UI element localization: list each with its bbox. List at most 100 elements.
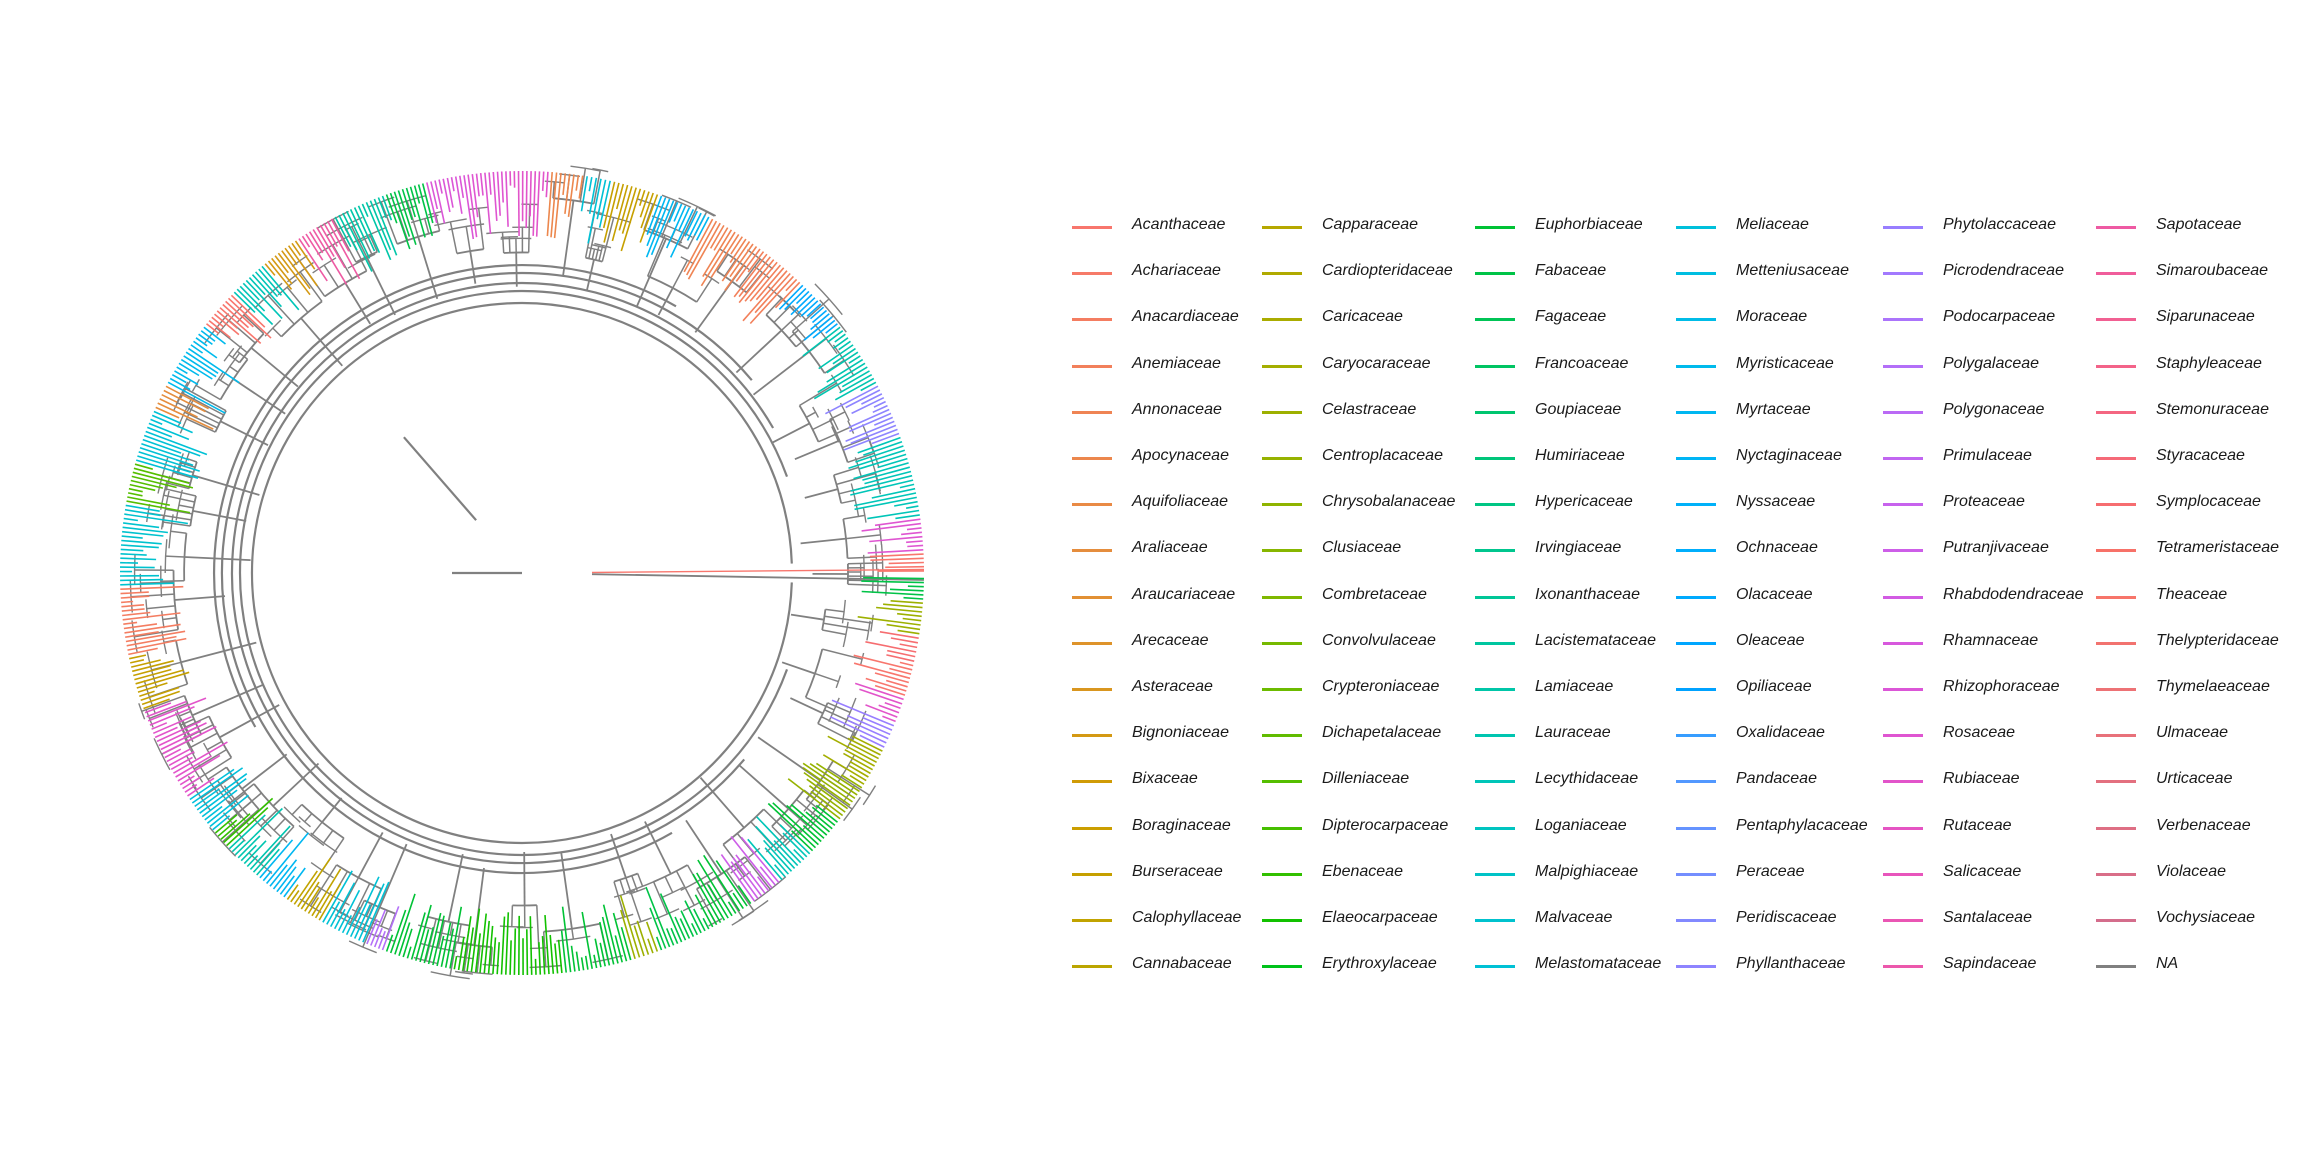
legend-item: Francoaceae [1475,346,1695,392]
tree-branch [587,226,604,231]
tree-branch [810,790,844,817]
tree-branch [601,916,615,965]
legend-item: Rhamnaceae [1883,623,2103,669]
legend-item: Oleaceae [1676,623,1896,669]
legend-item: Bignoniaceae [1072,715,1292,761]
tree-branch [684,210,699,237]
legend-label: Arecaceae [1132,631,1209,649]
tree-branch [848,449,906,469]
tree-branch [549,934,555,974]
tree-branch [710,233,740,278]
tree-branch [394,893,416,955]
tree-branch [220,420,269,447]
tree-branch [571,928,575,940]
tree-branch [827,330,844,343]
tree-branch [127,637,187,651]
legend-item: Hypericaceae [1475,484,1695,530]
tree-branch [162,725,217,755]
tree-branch [450,177,455,192]
tree-branch [685,220,718,276]
tree-branch [786,804,825,839]
tree-branch [678,207,691,232]
tree-branch [848,355,861,364]
tree-branch [799,382,837,407]
tree-branch [136,671,190,689]
tree-branch [861,393,883,405]
tree-branch [168,750,195,767]
tree-branch [845,389,881,409]
tree-branch [845,420,895,443]
tree-branch [344,282,371,325]
tree-branch [535,171,541,237]
tree-branch [612,912,628,962]
legend-label: Caricaceae [1322,308,1403,326]
legend-label: Meliaceae [1736,216,1809,233]
tree-branch [735,248,761,282]
legend-label: Rosaceae [1943,724,2016,742]
tree-branch [212,263,677,728]
tree-branch [733,253,768,298]
legend-label: NA [2156,955,2179,973]
tree-branch [138,451,200,472]
tree-branch [619,879,626,895]
legend-key-line [1676,364,1716,368]
tree-branch [871,559,874,593]
tree-branch [147,697,207,722]
tree-branch [824,615,873,624]
tree-branch [854,682,904,701]
tree-branch [222,303,250,329]
tree-branch [647,234,666,277]
tree-branch [715,876,744,919]
tree-branch [264,263,276,276]
tree-branch [365,903,373,917]
tree-branch [826,358,864,383]
legend-key-line [2096,318,2136,322]
tree-branch [817,783,853,810]
tree-branch [839,402,850,421]
legend-key-line [2096,826,2136,830]
legend-label: Symplocaceae [2156,493,2261,511]
legend-label: Staphyleaceae [2156,354,2262,372]
tree-branch [175,381,189,405]
tree-branch [233,291,256,313]
tree-branch [629,887,646,895]
legend-item: Fagaceae [1475,299,1695,345]
tree-branch [484,172,492,234]
tree-branch [853,462,909,480]
tree-branch [201,789,238,818]
tree-branch [421,183,434,224]
tree-branch [755,267,785,301]
legend-item: Achariaceae [1072,253,1292,299]
tree-branch [529,171,532,217]
tree-branch [130,659,145,664]
tree-branch [598,180,611,228]
legend-label: Calophyllaceae [1132,909,1242,926]
tree-branch [165,555,185,558]
legend-item: Caricaceae [1262,299,1482,345]
tree-branch [833,466,859,476]
tree-branch [487,925,494,974]
tree-branch [802,766,853,803]
tree-branch [137,455,191,473]
tree-branch [314,890,333,919]
legend-label: Lamiaceae [1535,678,1614,695]
tree-branch [817,722,852,742]
tree-branch [301,235,311,248]
legend-key-line [1676,549,1716,553]
tree-branch [755,825,796,869]
tree-branch [591,248,596,260]
tree-branch [797,814,817,836]
tree-branch [513,928,517,975]
legend-label: Sapotaceae [2156,216,2242,233]
tree-branch [457,936,465,971]
tree-branch [461,970,493,975]
tree-branch [661,886,685,899]
tree-branch [231,839,245,853]
tree-branch [812,406,820,418]
tree-branch [752,350,810,396]
legend-label: Malvaceae [1535,909,1613,926]
tree-branch [803,316,833,341]
tree-branch [621,187,637,234]
legend-label: Podocarpaceae [1943,308,2056,326]
legend-label: Tetrameristaceae [2156,539,2280,557]
